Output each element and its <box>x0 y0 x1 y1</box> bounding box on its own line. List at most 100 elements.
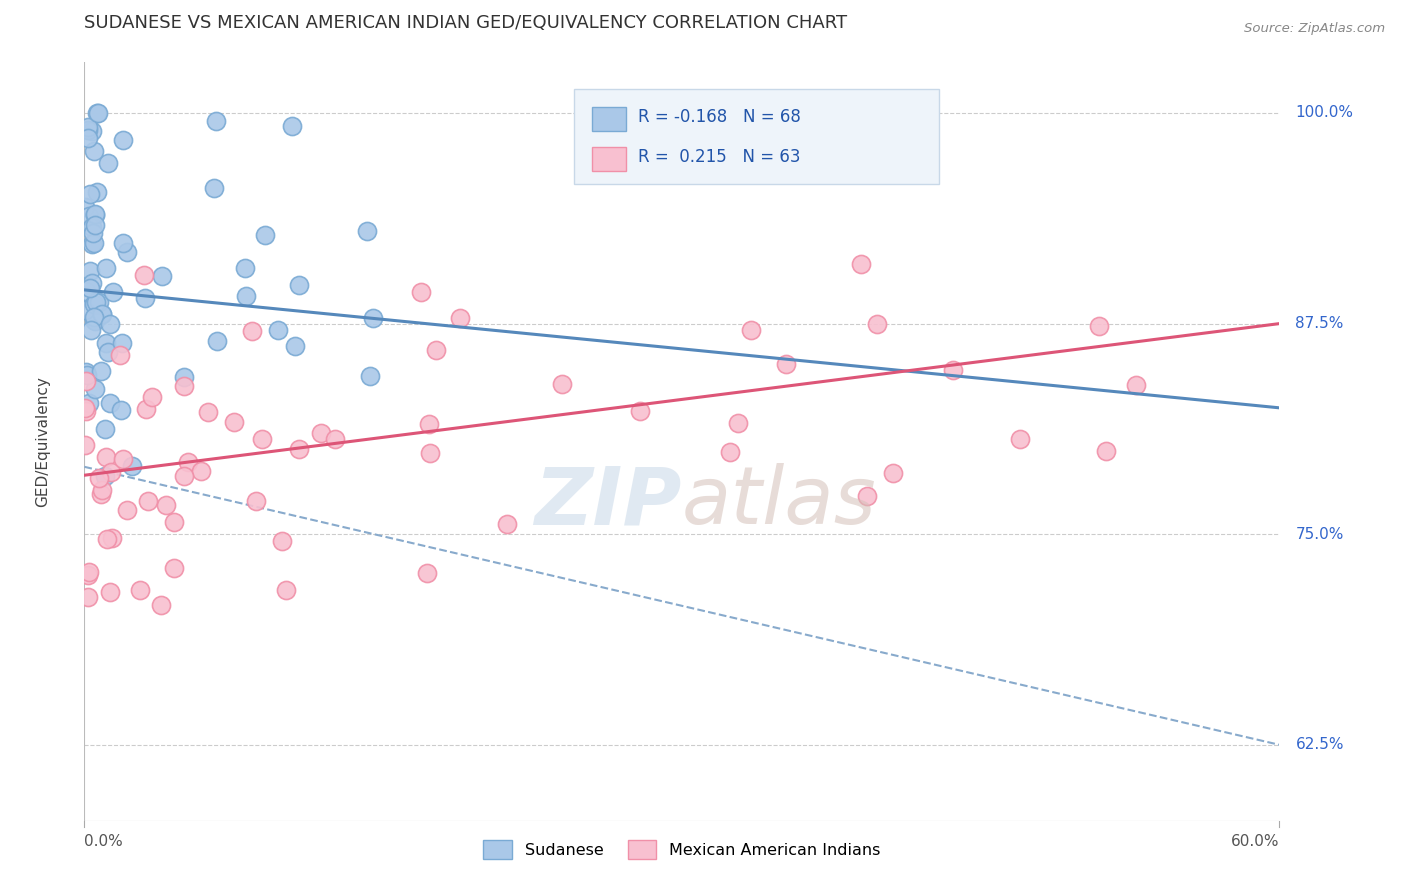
Point <box>740 323 762 337</box>
Point <box>79 395 101 409</box>
Point <box>80 237 103 252</box>
Point <box>111 335 134 350</box>
Point <box>197 405 219 419</box>
Text: R =  0.215   N = 63: R = 0.215 N = 63 <box>638 148 800 166</box>
Point <box>84 295 107 310</box>
Point <box>83 312 105 326</box>
Point <box>90 363 112 377</box>
Point <box>77 120 100 135</box>
Point <box>93 422 115 436</box>
Point <box>135 402 157 417</box>
Point <box>112 452 135 467</box>
Text: 62.5%: 62.5% <box>1295 738 1344 752</box>
Point <box>865 317 887 331</box>
Point <box>103 285 125 299</box>
Point <box>101 531 124 545</box>
Point <box>75 200 97 214</box>
Point <box>718 445 741 459</box>
Point <box>163 560 186 574</box>
Point <box>311 426 333 441</box>
Point <box>155 499 177 513</box>
Text: 75.0%: 75.0% <box>1295 526 1344 541</box>
Point <box>97 156 120 170</box>
Point <box>121 459 143 474</box>
Point <box>80 219 103 234</box>
Point <box>77 567 100 582</box>
Point <box>79 264 101 278</box>
Point <box>240 324 263 338</box>
Point <box>80 124 103 138</box>
Point <box>173 379 195 393</box>
Point <box>77 123 100 137</box>
FancyBboxPatch shape <box>592 147 626 171</box>
Text: GED/Equivalency: GED/Equivalency <box>35 376 51 507</box>
Point <box>207 334 229 349</box>
Point <box>280 119 302 133</box>
Point <box>173 370 195 384</box>
Point <box>419 445 441 459</box>
Point <box>77 566 100 580</box>
Point <box>94 260 117 275</box>
Point <box>83 297 105 311</box>
Point <box>84 314 107 328</box>
Point <box>76 130 98 145</box>
Text: 100.0%: 100.0% <box>1295 105 1354 120</box>
Point <box>851 257 873 271</box>
Point <box>628 404 651 418</box>
Point <box>98 585 121 599</box>
Point <box>449 310 471 325</box>
Point <box>110 348 132 362</box>
Point <box>496 517 519 532</box>
Point <box>222 415 245 429</box>
Point <box>416 566 439 581</box>
Point <box>90 487 112 501</box>
Point <box>150 269 173 284</box>
Point <box>288 277 311 292</box>
Point <box>882 466 904 480</box>
Point <box>942 363 965 377</box>
Point <box>83 145 105 159</box>
Text: 60.0%: 60.0% <box>1232 834 1279 849</box>
Point <box>96 336 118 351</box>
Point <box>110 403 132 417</box>
Point <box>87 295 110 310</box>
Point <box>94 450 117 465</box>
Point <box>79 187 101 202</box>
Point <box>173 469 195 483</box>
Point <box>111 236 134 251</box>
Point <box>202 181 225 195</box>
Point <box>162 515 184 529</box>
Point <box>91 307 114 321</box>
Point <box>129 582 152 597</box>
Point <box>409 285 432 299</box>
FancyBboxPatch shape <box>592 107 626 131</box>
Point <box>284 339 307 353</box>
Point <box>75 284 97 298</box>
Text: SUDANESE VS MEXICAN AMERICAN INDIAN GED/EQUIVALENCY CORRELATION CHART: SUDANESE VS MEXICAN AMERICAN INDIAN GED/… <box>84 14 848 32</box>
Point <box>271 534 294 549</box>
Point <box>84 382 107 396</box>
Point <box>323 433 346 447</box>
Point <box>252 433 274 447</box>
Text: Source: ZipAtlas.com: Source: ZipAtlas.com <box>1244 22 1385 36</box>
Point <box>266 323 288 337</box>
Point <box>245 494 267 508</box>
Point <box>77 591 100 605</box>
Point <box>356 224 378 238</box>
Point <box>100 465 122 479</box>
Point <box>86 186 108 200</box>
Point <box>111 133 134 147</box>
Point <box>76 368 98 382</box>
Point <box>274 582 297 597</box>
Point <box>425 343 447 357</box>
Point <box>96 532 118 546</box>
Point <box>551 377 574 392</box>
Point <box>205 114 228 128</box>
Point <box>80 323 103 337</box>
Text: R = -0.168   N = 68: R = -0.168 N = 68 <box>638 108 800 126</box>
Point <box>87 106 110 120</box>
Point <box>115 245 138 260</box>
Text: 87.5%: 87.5% <box>1295 316 1344 331</box>
Point <box>86 106 108 120</box>
Text: atlas: atlas <box>682 463 877 541</box>
